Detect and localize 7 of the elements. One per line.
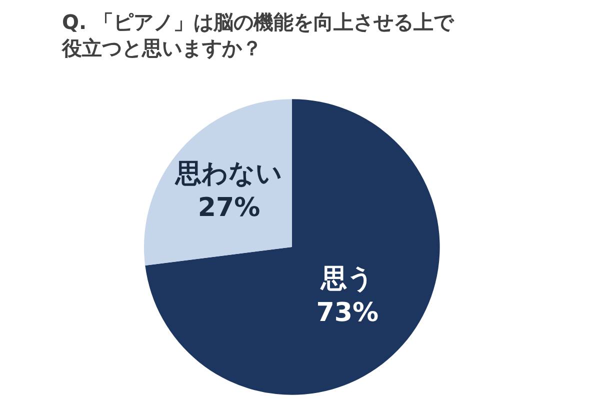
data-label: 73%	[316, 298, 378, 328]
slice-label: 思う	[320, 264, 374, 294]
slice-label: 思わない	[174, 159, 283, 190]
pie-slice	[145, 99, 440, 395]
data-label: 27%	[198, 193, 260, 224]
pie-slice	[144, 99, 292, 266]
chart-title: Q. 「ピアノ」は脳の機能を向上させる上で役立つと思いますか？	[62, 9, 456, 61]
